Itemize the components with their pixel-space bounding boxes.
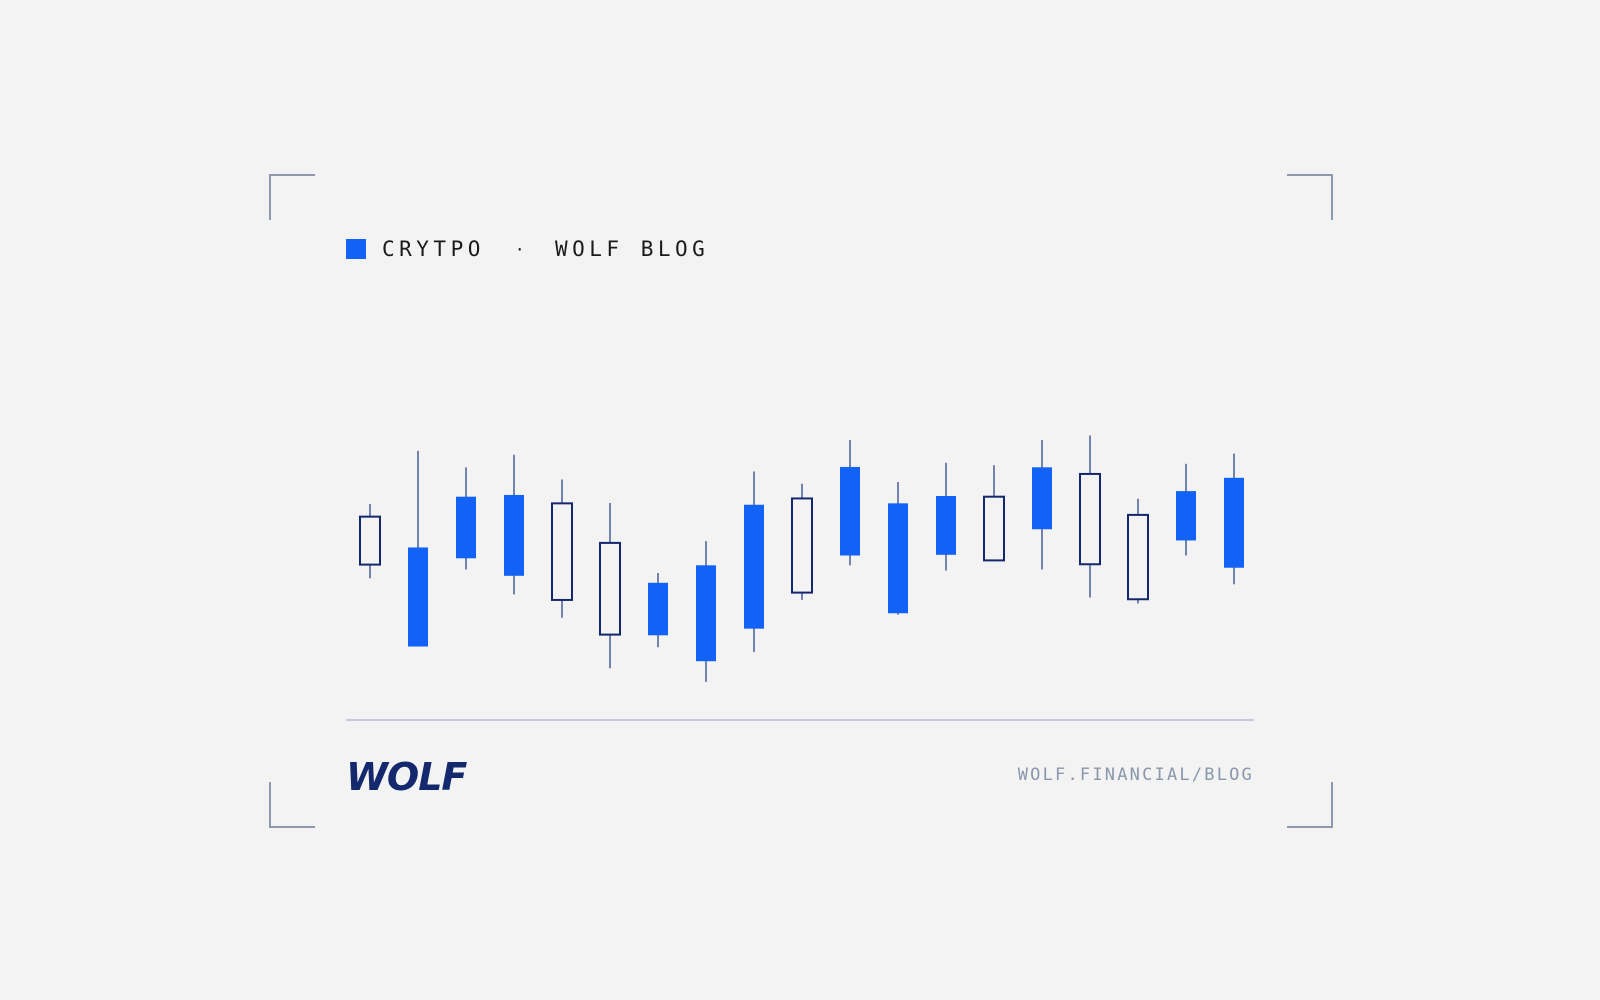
candle-9 (744, 471, 764, 653)
header-separator: · (514, 239, 529, 259)
frame-corner-top-right (1287, 174, 1333, 220)
header: CRYTPO · WOLF BLOG (346, 237, 710, 261)
candle-11 (840, 440, 860, 566)
candle-body (983, 495, 1005, 562)
candle-body (551, 502, 573, 601)
candle-body (791, 497, 813, 594)
candle-body (696, 565, 716, 662)
candle-3 (456, 467, 476, 570)
frame-corner-bottom-right (1287, 782, 1333, 828)
candle-body (1127, 513, 1149, 601)
wolf-logo: WOLF (346, 756, 468, 796)
candle-19 (1224, 453, 1244, 585)
candle-5 (551, 479, 573, 618)
logo-text: WOLF (346, 756, 467, 796)
candle-18 (1176, 463, 1196, 556)
blog-label: WOLF BLOG (555, 237, 710, 261)
candle-16 (1079, 435, 1101, 598)
site-url-link[interactable]: WOLF.FINANCIAL/BLOG (1017, 765, 1254, 785)
candle-body (648, 582, 668, 636)
candle-7 (648, 573, 668, 648)
frame-corner-bottom-left (269, 782, 315, 828)
candle-6 (599, 503, 621, 669)
candle-1 (359, 504, 381, 579)
candle-15 (1032, 440, 1052, 570)
candle-body (1224, 477, 1244, 568)
candle-body (840, 466, 860, 556)
candle-body (504, 494, 524, 576)
candle-14 (983, 465, 1005, 562)
category-square-icon (346, 239, 366, 259)
candle-body (888, 503, 908, 614)
candle-body (456, 496, 476, 559)
candle-4 (504, 454, 524, 595)
candle-body (1032, 467, 1052, 530)
candle-body (599, 541, 621, 636)
category-label: CRYTPO (382, 237, 485, 261)
candle-body (1176, 491, 1196, 541)
candle-13 (936, 462, 956, 571)
candle-2 (408, 450, 428, 647)
candle-body (744, 504, 764, 629)
candle-8 (696, 541, 716, 682)
candle-body (936, 496, 956, 555)
candle-body (1079, 472, 1101, 566)
candle-body (359, 515, 381, 566)
candle-10 (791, 483, 813, 600)
candle-12 (888, 482, 908, 615)
frame-corner-top-left (269, 174, 315, 220)
candle-body (408, 547, 428, 647)
candle-17 (1127, 498, 1149, 604)
